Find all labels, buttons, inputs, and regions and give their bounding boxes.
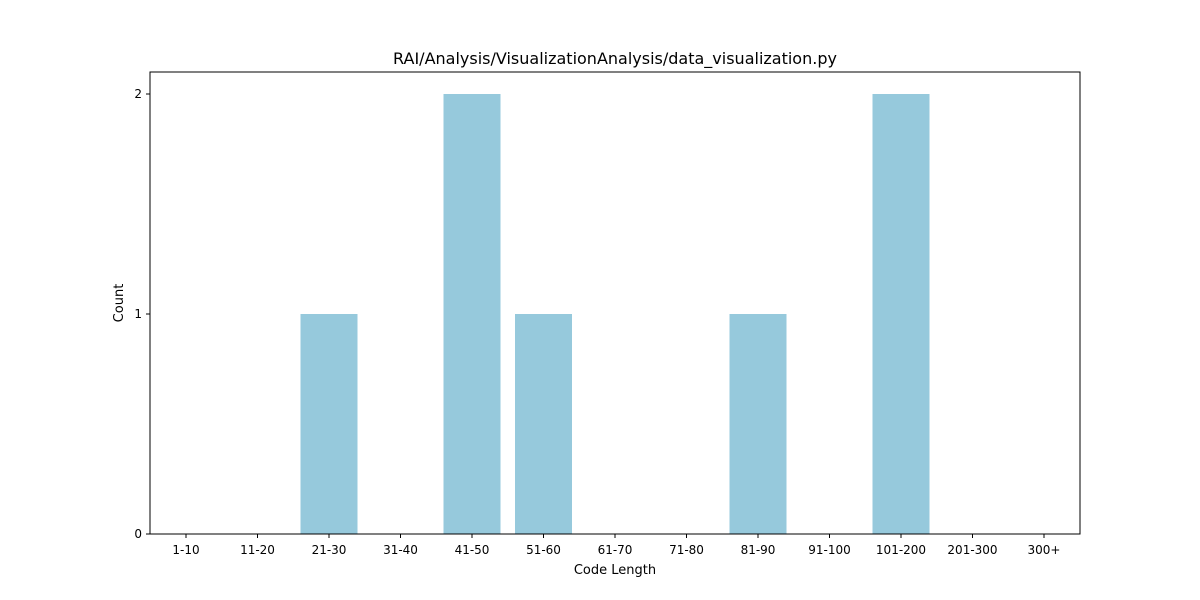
y-axis-label: Count — [112, 284, 127, 323]
x-tick-label: 21-30 — [312, 543, 347, 557]
y-tick-label: 1 — [134, 307, 142, 321]
x-tick-label: 300+ — [1028, 543, 1061, 557]
bar-101-200 — [872, 94, 930, 534]
bar-21-30 — [300, 314, 358, 534]
x-tick-label: 11-20 — [240, 543, 275, 557]
chart-title: RAI/Analysis/VisualizationAnalysis/data_… — [393, 49, 837, 69]
bar-41-50 — [443, 94, 501, 534]
x-tick-label: 91-100 — [808, 543, 851, 557]
y-tick-label: 0 — [134, 527, 142, 541]
x-tick-label: 81-90 — [741, 543, 776, 557]
bar-51-60 — [515, 314, 572, 534]
y-tick-label: 2 — [134, 87, 142, 101]
bar-81-90 — [729, 314, 787, 534]
x-tick-label: 41-50 — [455, 543, 490, 557]
bars-group — [300, 94, 930, 534]
x-tick-label: 1-10 — [172, 543, 199, 557]
x-axis-label: Code Length — [574, 563, 656, 578]
x-tick-label: 201-300 — [947, 543, 997, 557]
x-tick-label: 101-200 — [876, 543, 926, 557]
plot-frame — [149, 71, 1081, 535]
x-tick-label: 61-70 — [598, 543, 633, 557]
x-ticks-group: 1-10 11-20 21-30 31-40 41-50 51-60 61-70 71-80 8… — [172, 534, 1060, 557]
y-ticks-group: 0 1 2 — [134, 87, 150, 541]
x-tick-label: 71-80 — [669, 543, 704, 557]
x-tick-label: 31-40 — [383, 543, 418, 557]
x-tick-label: 51-60 — [526, 543, 561, 557]
